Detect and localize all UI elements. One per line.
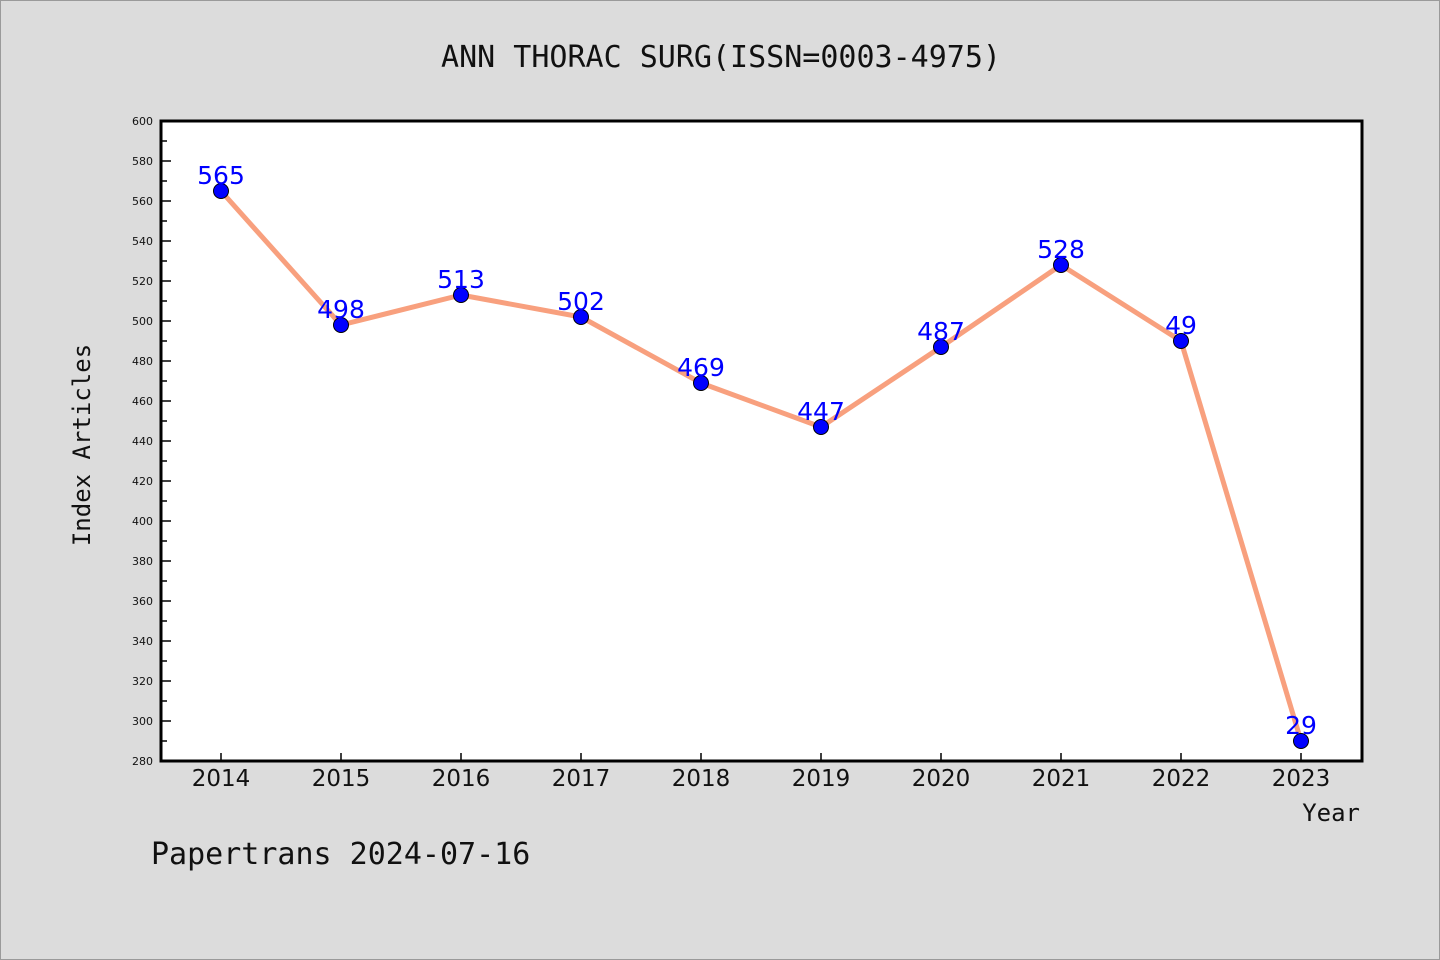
series-layer: 565 498 513 502 469 447 487 528 49 29 [197, 161, 1317, 749]
data-label: 502 [557, 287, 605, 316]
x-tick-label: 2023 [1272, 766, 1331, 792]
chart-title: ANN THORAC SURG(ISSN=0003-4975) [441, 40, 1001, 75]
x-tick-label: 2018 [672, 766, 731, 792]
y-tick-label: 320 [132, 675, 153, 688]
data-label: 513 [437, 265, 485, 294]
x-axis-ticks: 2014 2015 2016 2017 2018 2019 2020 2021 2022 2023 [192, 753, 1331, 792]
data-label: 49 [1165, 311, 1197, 340]
data-point [1293, 733, 1309, 749]
x-tick-label: 2022 [1152, 766, 1211, 792]
data-point [1053, 257, 1069, 273]
x-tick-label: 2017 [552, 766, 611, 792]
y-tick-label: 420 [132, 475, 153, 488]
y-tick-label: 540 [132, 235, 153, 248]
y-tick-label: 340 [132, 635, 153, 648]
y-tick-label: 300 [132, 715, 153, 728]
x-tick-label: 2014 [192, 766, 251, 792]
y-axis-ticks: 600 580 560 540 520 500 480 460 440 420 400 380 360 3… [132, 115, 171, 768]
plot-area [159, 119, 1364, 763]
x-tick-label: 2021 [1032, 766, 1091, 792]
data-point [333, 317, 349, 333]
y-tick-label: 500 [132, 315, 153, 328]
data-label: 487 [917, 317, 965, 346]
data-label: 498 [317, 295, 365, 324]
y-tick-label: 520 [132, 275, 153, 288]
data-point [573, 309, 589, 325]
x-tick-label: 2019 [792, 766, 851, 792]
y-tick-label: 580 [132, 155, 153, 168]
data-point [1173, 333, 1189, 349]
y-tick-label: 560 [132, 195, 153, 208]
y-tick-label: 600 [132, 115, 153, 128]
footer-credit: Papertrans 2024-07-16 [151, 837, 530, 872]
y-tick-label: 380 [132, 555, 153, 568]
x-tick-label: 2020 [912, 766, 971, 792]
data-point [933, 339, 949, 355]
series-line [218, 188, 1304, 744]
data-label: 447 [797, 397, 845, 426]
x-axis-label: Year [1302, 799, 1360, 827]
data-label: 29 [1285, 711, 1317, 740]
x-tick-label: 2015 [312, 766, 371, 792]
y-tick-label: 360 [132, 595, 153, 608]
y-tick-label: 460 [132, 395, 153, 408]
y-tick-label: 440 [132, 435, 153, 448]
y-tick-label: 480 [132, 355, 153, 368]
data-point [213, 183, 229, 199]
data-label: 528 [1037, 235, 1085, 264]
data-point [813, 419, 829, 435]
y-axis-label: Index Articles [68, 344, 96, 546]
data-label: 565 [197, 161, 245, 190]
data-label: 469 [677, 353, 725, 382]
x-tick-label: 2016 [432, 766, 491, 792]
y-tick-label: 400 [132, 515, 153, 528]
data-point [693, 375, 709, 391]
y-tick-label: 280 [132, 755, 153, 768]
data-point [453, 287, 469, 303]
